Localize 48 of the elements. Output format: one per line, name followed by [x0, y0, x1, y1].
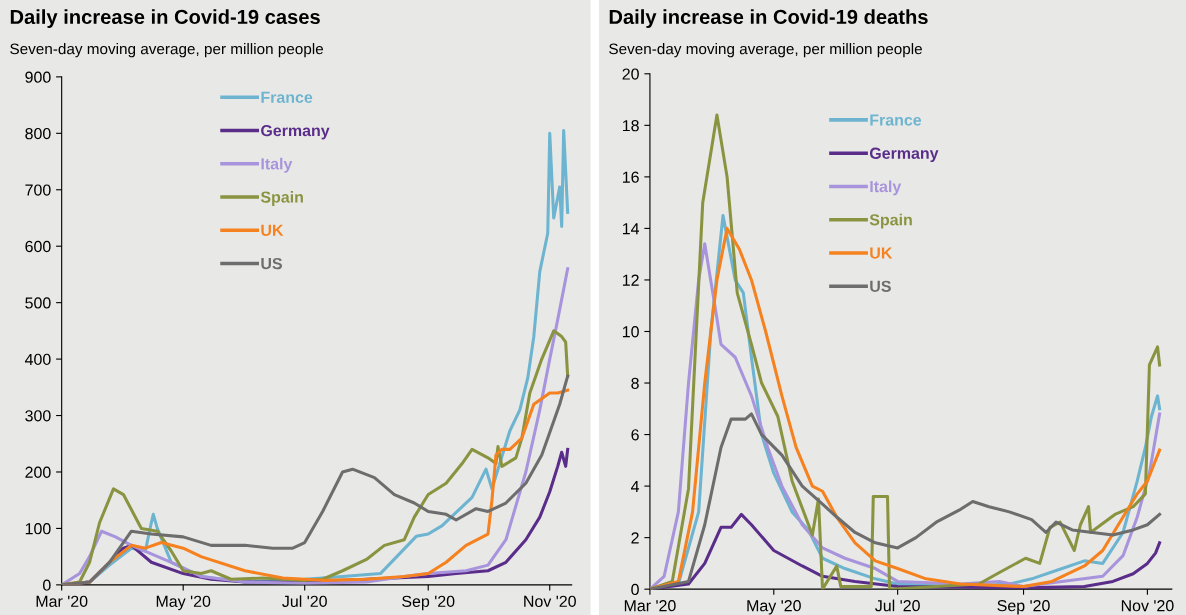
legend-label: US — [261, 257, 282, 270]
y-tick-label: 0 — [43, 579, 51, 591]
legend-label: Germany — [261, 124, 330, 140]
x-tick-label: May '20 — [156, 595, 211, 611]
y-tick-label: 0 — [631, 583, 639, 596]
x-tick-label: Nov '20 — [1121, 600, 1174, 612]
y-tick-label: 4 — [631, 480, 640, 492]
legend-label: Italy — [261, 157, 293, 173]
x-tick-label: Mar '20 — [36, 595, 88, 608]
y-tick-label: 900 — [25, 71, 51, 83]
legend-label: US — [870, 280, 891, 292]
legend-label: Italy — [870, 180, 902, 196]
chart-subtitle: Seven-day moving average, per million people — [609, 43, 922, 58]
legend-label: Germany — [869, 147, 939, 163]
legend-label: France — [870, 114, 922, 126]
y-tick-label: 20 — [622, 68, 639, 80]
x-tick-label: Mar '20 — [624, 600, 676, 612]
y-tick-label: 200 — [25, 466, 51, 478]
y-tick-label: 8 — [631, 377, 639, 389]
y-tick-label: 6 — [631, 429, 639, 441]
x-tick-label: Sep '20 — [402, 595, 455, 611]
legend-label: UK — [870, 247, 893, 259]
y-tick-label: 16 — [622, 171, 639, 183]
chart-subtitle: Seven-day moving average, per million people — [10, 43, 324, 58]
y-tick-label: 400 — [24, 353, 51, 366]
x-tick-label: May '20 — [747, 600, 801, 615]
y-tick-label: 2 — [631, 532, 639, 544]
chart-title: Daily increase in Covid-19 cases — [10, 9, 320, 28]
legend-label: France — [261, 91, 313, 103]
y-tick-label: 800 — [25, 127, 51, 140]
y-tick-label: 500 — [25, 297, 51, 309]
y-tick-label: 10 — [622, 326, 639, 338]
legend-label: Spain — [260, 191, 303, 206]
y-tick-label: 300 — [25, 410, 51, 422]
y-tick-label: 18 — [622, 119, 639, 132]
y-tick-label: 600 — [25, 240, 51, 253]
legend-label: Spain — [869, 213, 912, 229]
y-tick-label: 100 — [25, 523, 51, 535]
x-tick-label: Jul '20 — [282, 595, 327, 608]
x-tick-label: Sep '20 — [997, 600, 1050, 615]
y-tick-label: 14 — [622, 223, 640, 235]
x-tick-label: Nov '20 — [524, 595, 576, 608]
legend-label: UK — [261, 224, 284, 237]
chart-title: Daily increase in Covid-19 deaths — [609, 9, 928, 28]
y-tick-label: 12 — [622, 274, 639, 286]
y-tick-label: 700 — [25, 184, 51, 196]
x-tick-label: Jul '20 — [875, 599, 920, 612]
line-series — [649, 412, 1162, 590]
